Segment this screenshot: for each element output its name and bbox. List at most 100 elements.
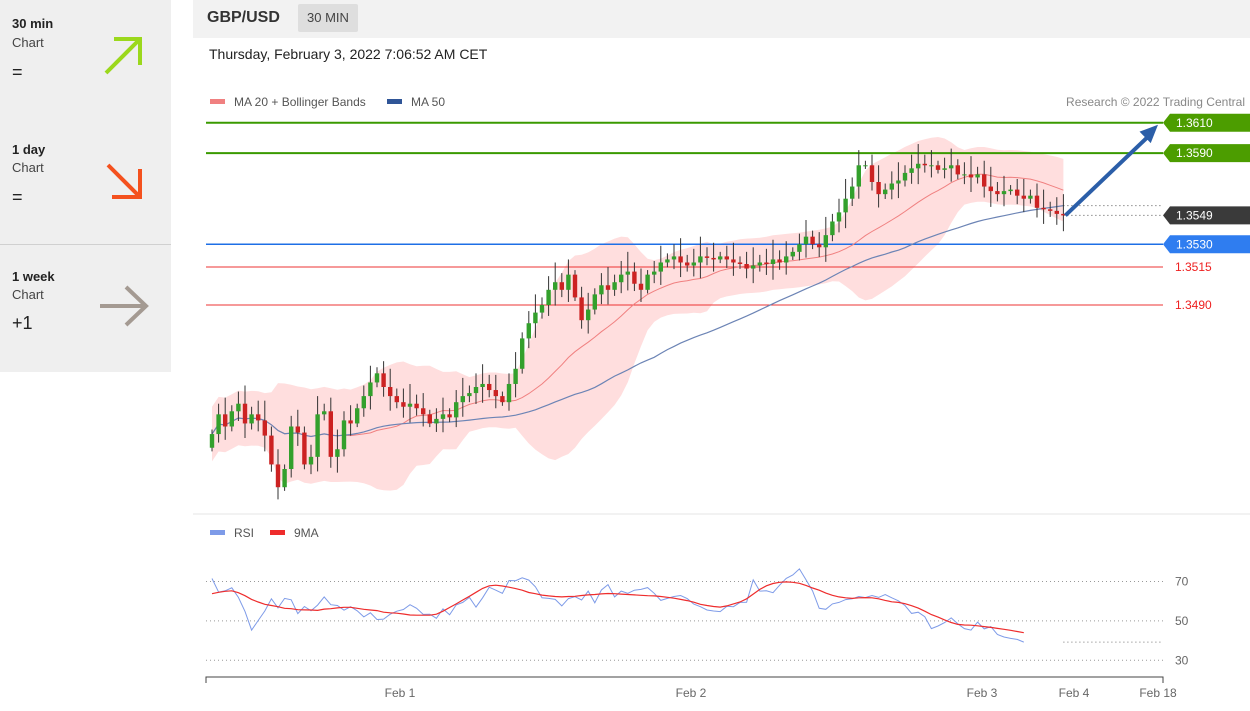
candle-body <box>744 264 749 269</box>
candle-body <box>889 183 894 190</box>
rsi-ma-line <box>211 581 1024 634</box>
candle-body <box>982 174 987 187</box>
candle-body <box>559 282 564 290</box>
timeframe-1week[interactable]: 1 week Chart +1 <box>0 244 171 372</box>
candle-body <box>645 274 650 290</box>
candle-body <box>737 262 743 264</box>
price-levels: 1.3610 1.3590 1.3549 1.3530 1.3515 1.3490 <box>206 113 1250 312</box>
candle-body <box>770 259 776 264</box>
candle-body <box>909 168 914 173</box>
candle-body <box>1015 189 1020 196</box>
candle-body <box>421 408 426 415</box>
candle-body <box>929 165 934 167</box>
target-arrow-head <box>1139 124 1158 144</box>
candle-body <box>975 174 980 178</box>
candle-body <box>586 309 591 321</box>
candle-body <box>830 221 835 236</box>
candle-body <box>995 191 1000 195</box>
candle-body <box>724 256 729 260</box>
candle-body <box>803 236 809 245</box>
candle-body <box>638 283 644 290</box>
timeframe-30min[interactable]: 30 min Chart = <box>0 0 171 119</box>
candle-body <box>533 312 538 324</box>
candle-body <box>407 403 413 407</box>
candle-body <box>401 402 406 407</box>
candle-body <box>335 449 340 457</box>
candle-body <box>539 305 545 313</box>
arrow-up-right-icon <box>104 37 142 75</box>
candle-body <box>810 236 815 245</box>
minor-level-label: 1.3515 <box>1175 260 1212 274</box>
x-tick-label: Feb 18 <box>1139 686 1177 700</box>
candle-body <box>242 403 248 424</box>
rsi-tick-label: 30 <box>1175 653 1189 667</box>
timeframe-outlook: +1 <box>12 313 33 333</box>
x-tick-label: Feb 3 <box>967 686 998 700</box>
timeframe-title: 1 day <box>12 142 46 157</box>
rsi-legend-label: RSI <box>234 526 254 540</box>
candle-body <box>348 420 353 424</box>
candle-body <box>566 274 571 290</box>
candle-body <box>440 414 446 419</box>
candle-body <box>619 274 624 283</box>
ma50-legend-label: MA 50 <box>411 95 445 109</box>
candle-body <box>612 282 617 290</box>
candle-body <box>652 271 657 275</box>
candle-body <box>236 403 241 412</box>
ma50-legend-swatch <box>387 99 402 104</box>
rsi-line <box>211 568 1024 643</box>
candle-body <box>473 387 479 394</box>
current-price-label: 1.3549 <box>1176 208 1213 222</box>
rsi-legend: RSI 9MA <box>210 526 319 540</box>
candle-body <box>368 382 373 397</box>
x-tick-label: Feb 2 <box>676 686 707 700</box>
x-axis-line <box>205 676 1164 683</box>
candle-body <box>506 383 512 403</box>
chart-header: GBP/USD 30 MIN <box>193 0 1250 38</box>
candle-body <box>658 262 663 272</box>
candle-body <box>1041 207 1046 210</box>
x-axis: Feb 1 Feb 2 Feb 3 Feb 4 Feb 18 <box>205 676 1177 700</box>
research-credit: Research © 2022 Trading Central <box>1066 95 1245 109</box>
candle-body <box>592 294 597 310</box>
candle-body <box>962 174 967 176</box>
candle-body <box>691 262 696 266</box>
timeframe-title: 30 min <box>12 16 54 31</box>
candle-body <box>302 432 307 465</box>
candle-body <box>282 469 287 488</box>
candle-body <box>883 189 888 195</box>
candle-body <box>797 244 802 252</box>
candle-body <box>249 414 254 424</box>
candle-body <box>520 338 525 369</box>
candle-body <box>513 368 518 384</box>
candle-body <box>605 285 611 290</box>
candle-body <box>229 411 234 427</box>
ma20-legend-swatch <box>210 99 225 104</box>
rsi-pane: 30 50 70 <box>206 568 1189 667</box>
resistance-tag <box>1163 144 1250 163</box>
candle-body <box>764 262 769 264</box>
timeframe-subtitle: Chart <box>12 160 44 175</box>
candle-body <box>856 165 861 187</box>
candle-body <box>315 414 320 457</box>
arrow-down-right-icon <box>106 163 142 199</box>
candle-body <box>355 408 360 424</box>
timeframe-1day[interactable]: 1 day Chart = <box>0 119 171 244</box>
candle-body <box>262 420 267 436</box>
resistance-tag <box>1163 113 1250 132</box>
rsi-tick-label: 50 <box>1175 614 1189 628</box>
price-legend: MA 20 + Bollinger Bands MA 50 Research ©… <box>210 95 1245 109</box>
candle-body <box>955 165 960 175</box>
candle-body <box>599 285 604 295</box>
ma20-line <box>211 173 1064 438</box>
candle-body <box>817 244 822 248</box>
candle-body <box>863 165 868 167</box>
candle-body <box>1048 209 1053 211</box>
candle-body <box>1028 195 1033 199</box>
candle-body <box>1001 191 1007 195</box>
candle-body <box>209 434 215 448</box>
timeframe-badge[interactable]: 30 MIN <box>298 4 358 32</box>
target-arrow <box>1064 124 1158 217</box>
candle-body <box>427 414 432 424</box>
candle-body <box>414 403 419 409</box>
